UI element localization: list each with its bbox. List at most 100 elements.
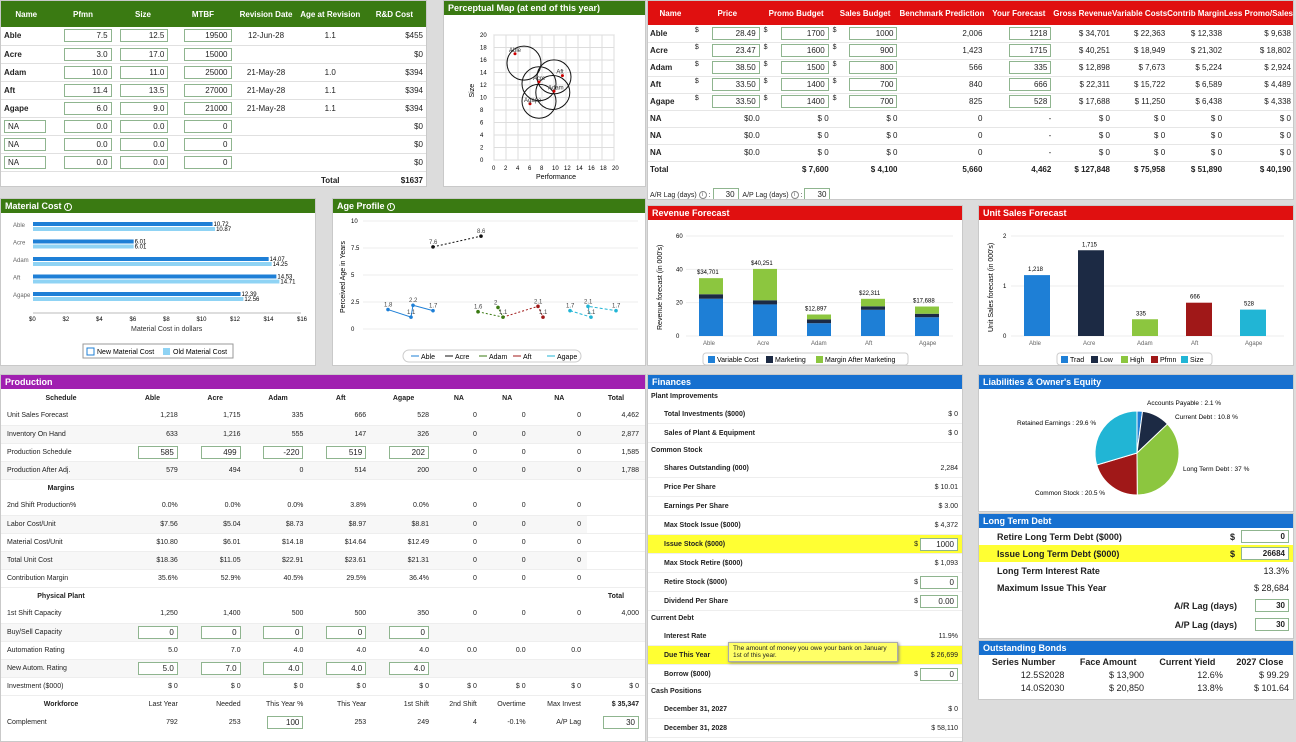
this-year-percent-input[interactable]: 100 (267, 715, 304, 729)
forecast-input[interactable]: 666 (1009, 78, 1052, 91)
column-header[interactable]: Name (659, 8, 682, 18)
sales-budget-input[interactable]: 800 (849, 61, 898, 74)
size-input[interactable]: 0.0 (120, 137, 169, 151)
column-header[interactable]: Your Forecast (992, 8, 1046, 18)
production-input[interactable]: 0 (263, 625, 304, 639)
column-header[interactable]: Revision Date (239, 9, 293, 19)
production-input[interactable]: 0 (326, 625, 367, 639)
ltd-row: Long Term Interest Rate 13.3% (979, 562, 1293, 579)
production-input[interactable]: 0 (200, 625, 241, 639)
ar-lag-input[interactable]: 30 (1255, 599, 1289, 612)
production-input[interactable]: 5.0 (137, 661, 178, 675)
production-input[interactable]: -220 (263, 445, 304, 459)
name-input[interactable]: NA (4, 119, 46, 133)
pfmn-input[interactable]: 0.0 (63, 137, 112, 151)
column-header[interactable]: MTBF (191, 9, 215, 19)
dividend-input[interactable]: 0.00 (920, 594, 958, 608)
ap-lag-input[interactable]: 30 (1255, 618, 1289, 631)
production-input[interactable]: 4.0 (326, 661, 367, 675)
production-input[interactable]: 0 (388, 625, 429, 639)
name-input[interactable]: NA (4, 155, 46, 169)
column-header[interactable]: Promo Budget (768, 8, 824, 18)
production-input[interactable]: 0 (137, 625, 178, 639)
production-cell (587, 659, 645, 677)
mtbf-input[interactable]: 0 (183, 155, 232, 169)
column-header[interactable]: Name (15, 9, 38, 19)
column-header[interactable]: Sales Budget (839, 8, 891, 18)
ap-lag-input[interactable]: 30 (603, 715, 639, 729)
production-input[interactable]: 7.0 (200, 661, 241, 675)
size-input[interactable]: 13.5 (120, 83, 169, 97)
price-input[interactable]: 33.50 (711, 78, 760, 91)
pfmn-input[interactable]: 0.0 (63, 119, 112, 133)
sales-budget-input[interactable]: 700 (849, 78, 898, 91)
pfmn-input[interactable]: 7.5 (63, 29, 112, 43)
promo-budget-input[interactable]: 1600 (780, 44, 829, 57)
pfmn-input[interactable]: 6.0 (63, 101, 112, 115)
size-input[interactable]: 11.0 (120, 65, 169, 79)
pfmn-input[interactable]: 10.0 (63, 65, 112, 79)
size-input[interactable]: 17.0 (120, 47, 169, 61)
column-header[interactable]: R&D Cost (375, 9, 414, 19)
price-input[interactable]: 28.49 (711, 26, 760, 40)
price-input[interactable]: 33.50 (711, 95, 760, 108)
column-header[interactable]: Gross Revenue (1053, 8, 1112, 18)
price-input[interactable]: 23.47 (711, 44, 760, 57)
pfmn-input[interactable]: 11.4 (63, 83, 112, 97)
forecast-input[interactable]: 1715 (1009, 44, 1052, 57)
promo-budget-input[interactable]: 1400 (780, 95, 829, 108)
pfmn-input[interactable]: 0.0 (63, 155, 112, 169)
column-header[interactable]: Less Promo/Sales (1224, 8, 1293, 18)
mtbf-input[interactable]: 15000 (183, 47, 232, 61)
retire-ltd-input[interactable]: 0 (1241, 530, 1289, 543)
mtbf-input[interactable]: 0 (183, 137, 232, 151)
sales-budget-input[interactable]: 900 (849, 44, 898, 57)
size-input[interactable]: 0.0 (120, 119, 169, 133)
production-input[interactable]: 585 (137, 445, 178, 459)
marketing-value: $ 0 (1279, 148, 1291, 157)
ap-lag-input[interactable]: 30 (804, 188, 831, 199)
column-header[interactable]: Size (134, 9, 151, 19)
column-header[interactable]: Age at Revision (300, 9, 361, 19)
currency-symbol: $ (694, 78, 699, 85)
mtbf-input[interactable]: 25000 (183, 65, 232, 79)
currency-symbol: $ (694, 61, 699, 68)
marketing-cell: $0.0 (693, 144, 762, 161)
sales-budget-input[interactable]: 700 (849, 95, 898, 108)
marketing-cell: $ 18,802 (1224, 42, 1293, 59)
forecast-input[interactable]: 528 (1009, 95, 1052, 108)
revenue-bar-segment (807, 319, 831, 324)
issue-stock-input[interactable]: 1000 (920, 537, 958, 551)
borrow-input[interactable]: 0 (920, 667, 958, 681)
production-input[interactable]: 202 (388, 445, 429, 459)
forecast-input[interactable]: 335 (1009, 61, 1052, 74)
issue-ltd-input[interactable]: 26684 (1241, 547, 1289, 560)
forecast-input[interactable]: 1218 (1009, 26, 1052, 40)
column-header[interactable]: Pfmn (73, 9, 94, 19)
column-header[interactable]: Benchmark Prediction (899, 8, 985, 18)
size-input[interactable]: 12.5 (120, 29, 169, 43)
legend-label: Trad (1070, 357, 1084, 364)
mtbf-input[interactable]: 21000 (183, 101, 232, 115)
size-input[interactable]: 0.0 (120, 155, 169, 169)
ar-lag-input[interactable]: 30 (712, 188, 739, 199)
promo-budget-input[interactable]: 1400 (780, 78, 829, 91)
pfmn-input[interactable]: 3.0 (63, 47, 112, 61)
production-input[interactable]: 519 (326, 445, 367, 459)
production-input[interactable]: 4.0 (263, 661, 304, 675)
column-header[interactable]: Price (717, 8, 738, 18)
column-header[interactable]: Contrib Margin (1167, 8, 1225, 18)
size-input[interactable]: 9.0 (120, 101, 169, 115)
mtbf-input[interactable]: 27000 (183, 83, 232, 97)
sales-budget-input[interactable]: 1000 (849, 26, 898, 40)
mtbf-input[interactable]: 19500 (183, 29, 232, 43)
production-input[interactable]: 499 (200, 445, 241, 459)
price-input[interactable]: 38.50 (711, 61, 760, 74)
production-input[interactable]: 4.0 (388, 661, 429, 675)
promo-budget-input[interactable]: 1500 (780, 61, 829, 74)
name-input[interactable]: NA (4, 137, 46, 151)
mtbf-input[interactable]: 0 (183, 119, 232, 133)
retire-stock-input[interactable]: 0 (920, 575, 958, 589)
promo-budget-input[interactable]: 1700 (780, 26, 829, 40)
column-header[interactable]: Variable Costs (1112, 8, 1168, 18)
